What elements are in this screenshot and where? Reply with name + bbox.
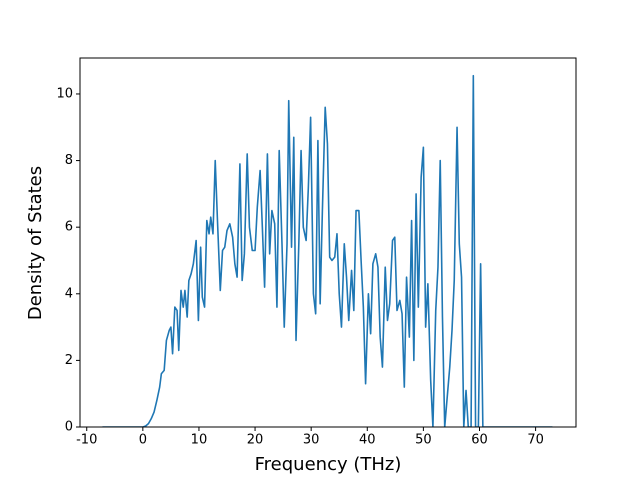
x-tick-label: 60 — [471, 433, 488, 448]
x-tick-label: 40 — [359, 433, 376, 448]
y-tick-label: 0 — [65, 420, 73, 435]
x-axis-label: Frequency (THz) — [255, 454, 402, 475]
y-tick-label: 8 — [65, 153, 73, 168]
x-tick-label: 0 — [139, 433, 147, 448]
plot-frame — [79, 57, 577, 428]
x-tick-label: 70 — [527, 433, 544, 448]
x-tick-label: -10 — [76, 433, 97, 448]
y-tick-label: 4 — [65, 286, 73, 301]
x-tick-label: 20 — [247, 433, 264, 448]
y-tick-label: 6 — [65, 220, 73, 235]
y-tick-label: 10 — [56, 86, 73, 101]
x-tick-label: 50 — [415, 433, 432, 448]
x-tick-label: 10 — [191, 433, 208, 448]
x-tick-label: 30 — [303, 433, 320, 448]
y-axis-label: Density of States — [25, 166, 46, 320]
line-series — [102, 74, 553, 427]
y-tick-label: 2 — [65, 353, 73, 368]
